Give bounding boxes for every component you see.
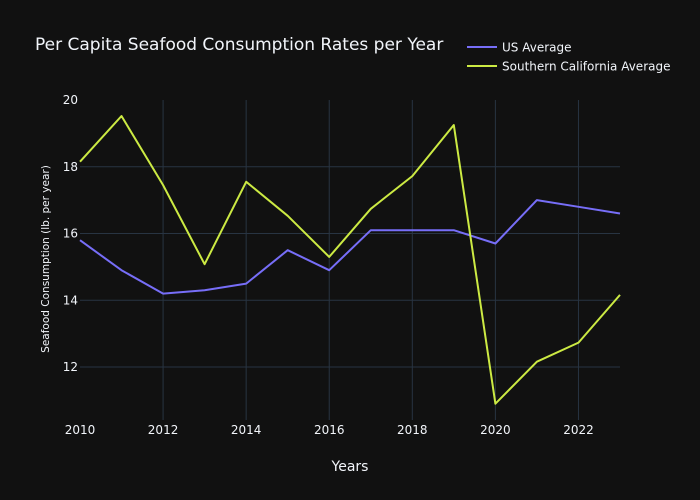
- x-tick-label: 2018: [397, 423, 428, 437]
- y-tick-label: 12: [63, 360, 78, 374]
- y-tick-label: 14: [63, 293, 78, 307]
- legend-item-southern-california-average[interactable]: Southern California Average: [467, 60, 670, 74]
- x-tick-label: 2010: [65, 423, 96, 437]
- x-tick-label: 2022: [563, 423, 594, 437]
- series-lines: [79, 115, 621, 405]
- y-tick-label: 20: [63, 93, 78, 107]
- series-line-southern-california-average[interactable]: [79, 115, 621, 405]
- gridlines: [80, 100, 620, 420]
- y-tick-label: 16: [63, 227, 78, 241]
- chart-title: Per Capita Seafood Consumption Rates per…: [35, 35, 443, 55]
- legend: US Average Southern California Average: [467, 41, 670, 74]
- x-axis-title: Years: [331, 459, 369, 475]
- series-line-us-average[interactable]: [79, 199, 621, 295]
- x-axis-ticks: 2010 2012 2014 2016 2018 2020 2022: [65, 423, 594, 437]
- y-tick-label: 18: [63, 160, 78, 174]
- x-tick-label: 2020: [480, 423, 511, 437]
- x-tick-label: 2016: [314, 423, 345, 437]
- x-tick-label: 2012: [148, 423, 179, 437]
- legend-label-southern-california-average: Southern California Average: [502, 60, 670, 74]
- legend-item-us-average[interactable]: US Average: [467, 41, 572, 55]
- legend-label-us-average: US Average: [502, 41, 572, 55]
- x-tick-label: 2014: [231, 423, 262, 437]
- y-axis-ticks: 12 14 16 18 20: [63, 93, 78, 374]
- y-axis-title: Seafood Consumption (lb. per year): [40, 165, 52, 353]
